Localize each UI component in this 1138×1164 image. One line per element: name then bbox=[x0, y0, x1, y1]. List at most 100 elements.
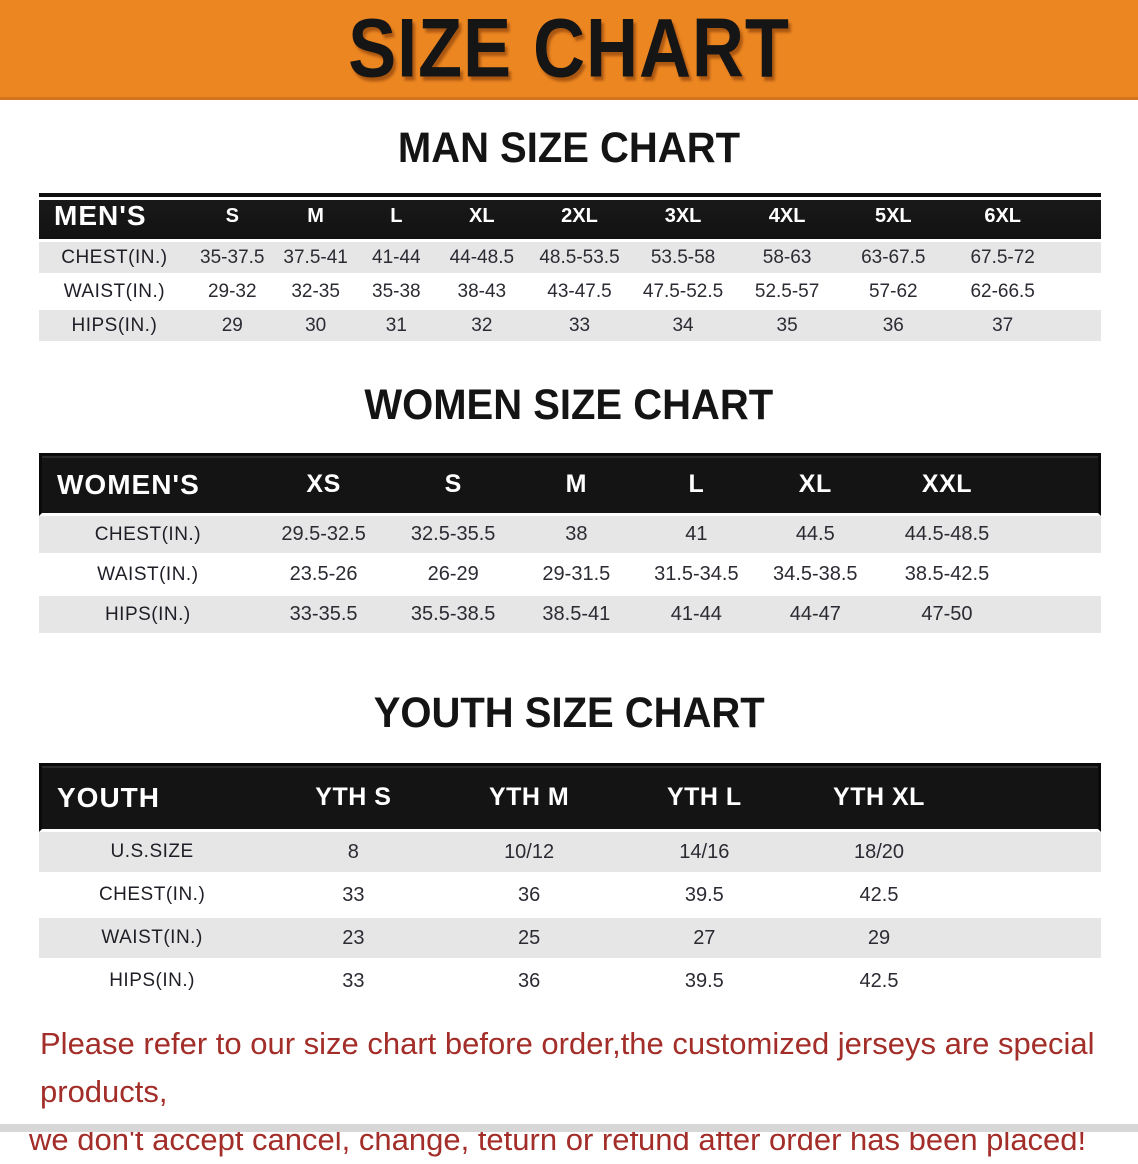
size-cell: 38.5-42.5 bbox=[874, 556, 1020, 596]
size-cell: 39.5 bbox=[616, 875, 792, 918]
men-waist-row: WAIST(IN.) 29-32 32-35 35-38 38-43 43-47… bbox=[39, 276, 1101, 310]
men-size-col-header: L bbox=[356, 193, 437, 242]
youth-size-col-header: YTH L bbox=[616, 763, 792, 832]
size-cell: 37.5-41 bbox=[274, 242, 357, 276]
size-cell: 52.5-57 bbox=[734, 276, 840, 310]
size-cell: 32.5-35.5 bbox=[390, 516, 516, 556]
spacer-cell bbox=[1019, 596, 1101, 636]
size-cell: 35-37.5 bbox=[189, 242, 275, 276]
women-size-table: WOMEN'S XS S M L XL XXL CHEST(IN.) 29.5-… bbox=[39, 453, 1101, 636]
youth-size-col-header: YTH XL bbox=[791, 763, 967, 832]
size-cell: 35.5-38.5 bbox=[390, 596, 516, 636]
size-cell: 38.5-41 bbox=[515, 596, 637, 636]
women-band-label: WOMEN'S bbox=[39, 453, 257, 516]
men-size-col-header: 3XL bbox=[631, 193, 735, 242]
size-cell: 67.5-72 bbox=[946, 242, 1059, 276]
size-cell: 31 bbox=[356, 310, 437, 344]
size-cell: 18/20 bbox=[791, 832, 967, 875]
men-section-heading: MAN SIZE CHART bbox=[397, 124, 741, 172]
size-cell: 34.5-38.5 bbox=[755, 556, 875, 596]
women-size-col-header: L bbox=[636, 453, 756, 516]
youth-band-label: YOUTH bbox=[39, 763, 266, 832]
size-cell: 29-32 bbox=[189, 276, 275, 310]
size-cell: 26-29 bbox=[390, 556, 516, 596]
size-cell: 33 bbox=[527, 310, 632, 344]
size-cell: 39.5 bbox=[616, 961, 792, 1004]
size-cell: 44-47 bbox=[755, 596, 875, 636]
size-cell: 41-44 bbox=[356, 242, 437, 276]
size-cell: 37 bbox=[946, 310, 1059, 344]
disclaimer-text: Please refer to our size chart before or… bbox=[0, 1020, 1138, 1164]
size-cell: 44-48.5 bbox=[436, 242, 528, 276]
women-chest-row: CHEST(IN.) 29.5-32.5 32.5-35.5 38 41 44.… bbox=[39, 516, 1101, 556]
size-cell: 14/16 bbox=[616, 832, 792, 875]
men-band-label: MEN'S bbox=[39, 193, 190, 242]
youth-section-heading: YOUTH SIZE CHART bbox=[373, 689, 765, 737]
spacer-cell bbox=[1019, 556, 1101, 596]
spacer-cell bbox=[966, 763, 1101, 832]
size-cell: 29 bbox=[189, 310, 275, 344]
men-size-col-header: 2XL bbox=[527, 193, 632, 242]
size-cell: 29 bbox=[791, 918, 967, 961]
size-cell: 42.5 bbox=[791, 875, 967, 918]
women-size-col-header: S bbox=[390, 453, 516, 516]
size-cell: 36 bbox=[441, 961, 617, 1004]
banner-title: SIZE CHART bbox=[348, 1, 790, 95]
size-cell: 8 bbox=[265, 832, 442, 875]
women-size-col-header: XL bbox=[755, 453, 875, 516]
size-cell: 48.5-53.5 bbox=[527, 242, 632, 276]
size-cell: 30 bbox=[274, 310, 357, 344]
men-size-col-header: 4XL bbox=[734, 193, 840, 242]
size-cell: 44.5 bbox=[755, 516, 875, 556]
men-size-col-header: M bbox=[274, 193, 357, 242]
spacer-cell bbox=[966, 918, 1101, 961]
spacer-cell bbox=[1058, 310, 1101, 344]
size-cell: 31.5-34.5 bbox=[636, 556, 756, 596]
spacer-cell bbox=[966, 875, 1101, 918]
size-cell: 36 bbox=[839, 310, 947, 344]
men-chest-row: CHEST(IN.) 35-37.5 37.5-41 41-44 44-48.5… bbox=[39, 242, 1101, 276]
spacer-cell bbox=[1058, 193, 1101, 242]
men-header-row: MEN'S S M L XL 2XL 3XL 4XL 5XL 6XL bbox=[39, 193, 1101, 242]
youth-waist-row: WAIST(IN.) 23 25 27 29 bbox=[39, 918, 1101, 961]
size-cell: 32 bbox=[436, 310, 528, 344]
men-size-col-header: XL bbox=[436, 193, 528, 242]
size-cell: 63-67.5 bbox=[839, 242, 947, 276]
size-cell: 32-35 bbox=[274, 276, 357, 310]
women-section-heading: WOMEN SIZE CHART bbox=[364, 381, 774, 429]
size-cell: 35 bbox=[734, 310, 840, 344]
youth-size-col-header: YTH M bbox=[441, 763, 617, 832]
spacer-cell bbox=[1058, 242, 1101, 276]
size-cell: 44.5-48.5 bbox=[874, 516, 1020, 556]
men-hips-row: HIPS(IN.) 29 30 31 32 33 34 35 36 37 bbox=[39, 310, 1101, 344]
size-cell: 33-35.5 bbox=[256, 596, 391, 636]
spacer-cell bbox=[1019, 516, 1101, 556]
women-header-row: WOMEN'S XS S M L XL XXL bbox=[39, 453, 1101, 516]
women-hips-row: HIPS(IN.) 33-35.5 35.5-38.5 38.5-41 41-4… bbox=[39, 596, 1101, 636]
spacer-cell bbox=[1019, 453, 1101, 516]
size-cell: 29-31.5 bbox=[515, 556, 637, 596]
size-chart-banner: SIZE CHART bbox=[0, 0, 1138, 100]
size-cell: 62-66.5 bbox=[946, 276, 1059, 310]
men-size-col-header: 5XL bbox=[839, 193, 947, 242]
size-cell: 57-62 bbox=[839, 276, 947, 310]
women-waist-row: WAIST(IN.) 23.5-26 26-29 29-31.5 31.5-34… bbox=[39, 556, 1101, 596]
youth-hips-row: HIPS(IN.) 33 36 39.5 42.5 bbox=[39, 961, 1101, 1004]
size-cell: 41-44 bbox=[636, 596, 756, 636]
women-size-col-header: XXL bbox=[874, 453, 1020, 516]
size-cell: 34 bbox=[631, 310, 735, 344]
youth-header-row: YOUTH YTH S YTH M YTH L YTH XL bbox=[39, 763, 1101, 832]
size-cell: 36 bbox=[441, 875, 617, 918]
size-cell: 38-43 bbox=[436, 276, 528, 310]
women-size-col-header: XS bbox=[256, 453, 391, 516]
size-cell: 47.5-52.5 bbox=[631, 276, 735, 310]
men-size-table: MEN'S S M L XL 2XL 3XL 4XL 5XL 6XL CHEST… bbox=[39, 193, 1101, 344]
spacer-cell bbox=[966, 832, 1101, 875]
spacer-cell bbox=[1058, 276, 1101, 310]
men-size-col-header: S bbox=[189, 193, 275, 242]
size-cell: 33 bbox=[265, 961, 442, 1004]
youth-ussize-row: U.S.SIZE 8 10/12 14/16 18/20 bbox=[39, 832, 1101, 875]
size-cell: 43-47.5 bbox=[527, 276, 632, 310]
youth-size-col-header: YTH S bbox=[265, 763, 442, 832]
size-cell: 33 bbox=[265, 875, 442, 918]
